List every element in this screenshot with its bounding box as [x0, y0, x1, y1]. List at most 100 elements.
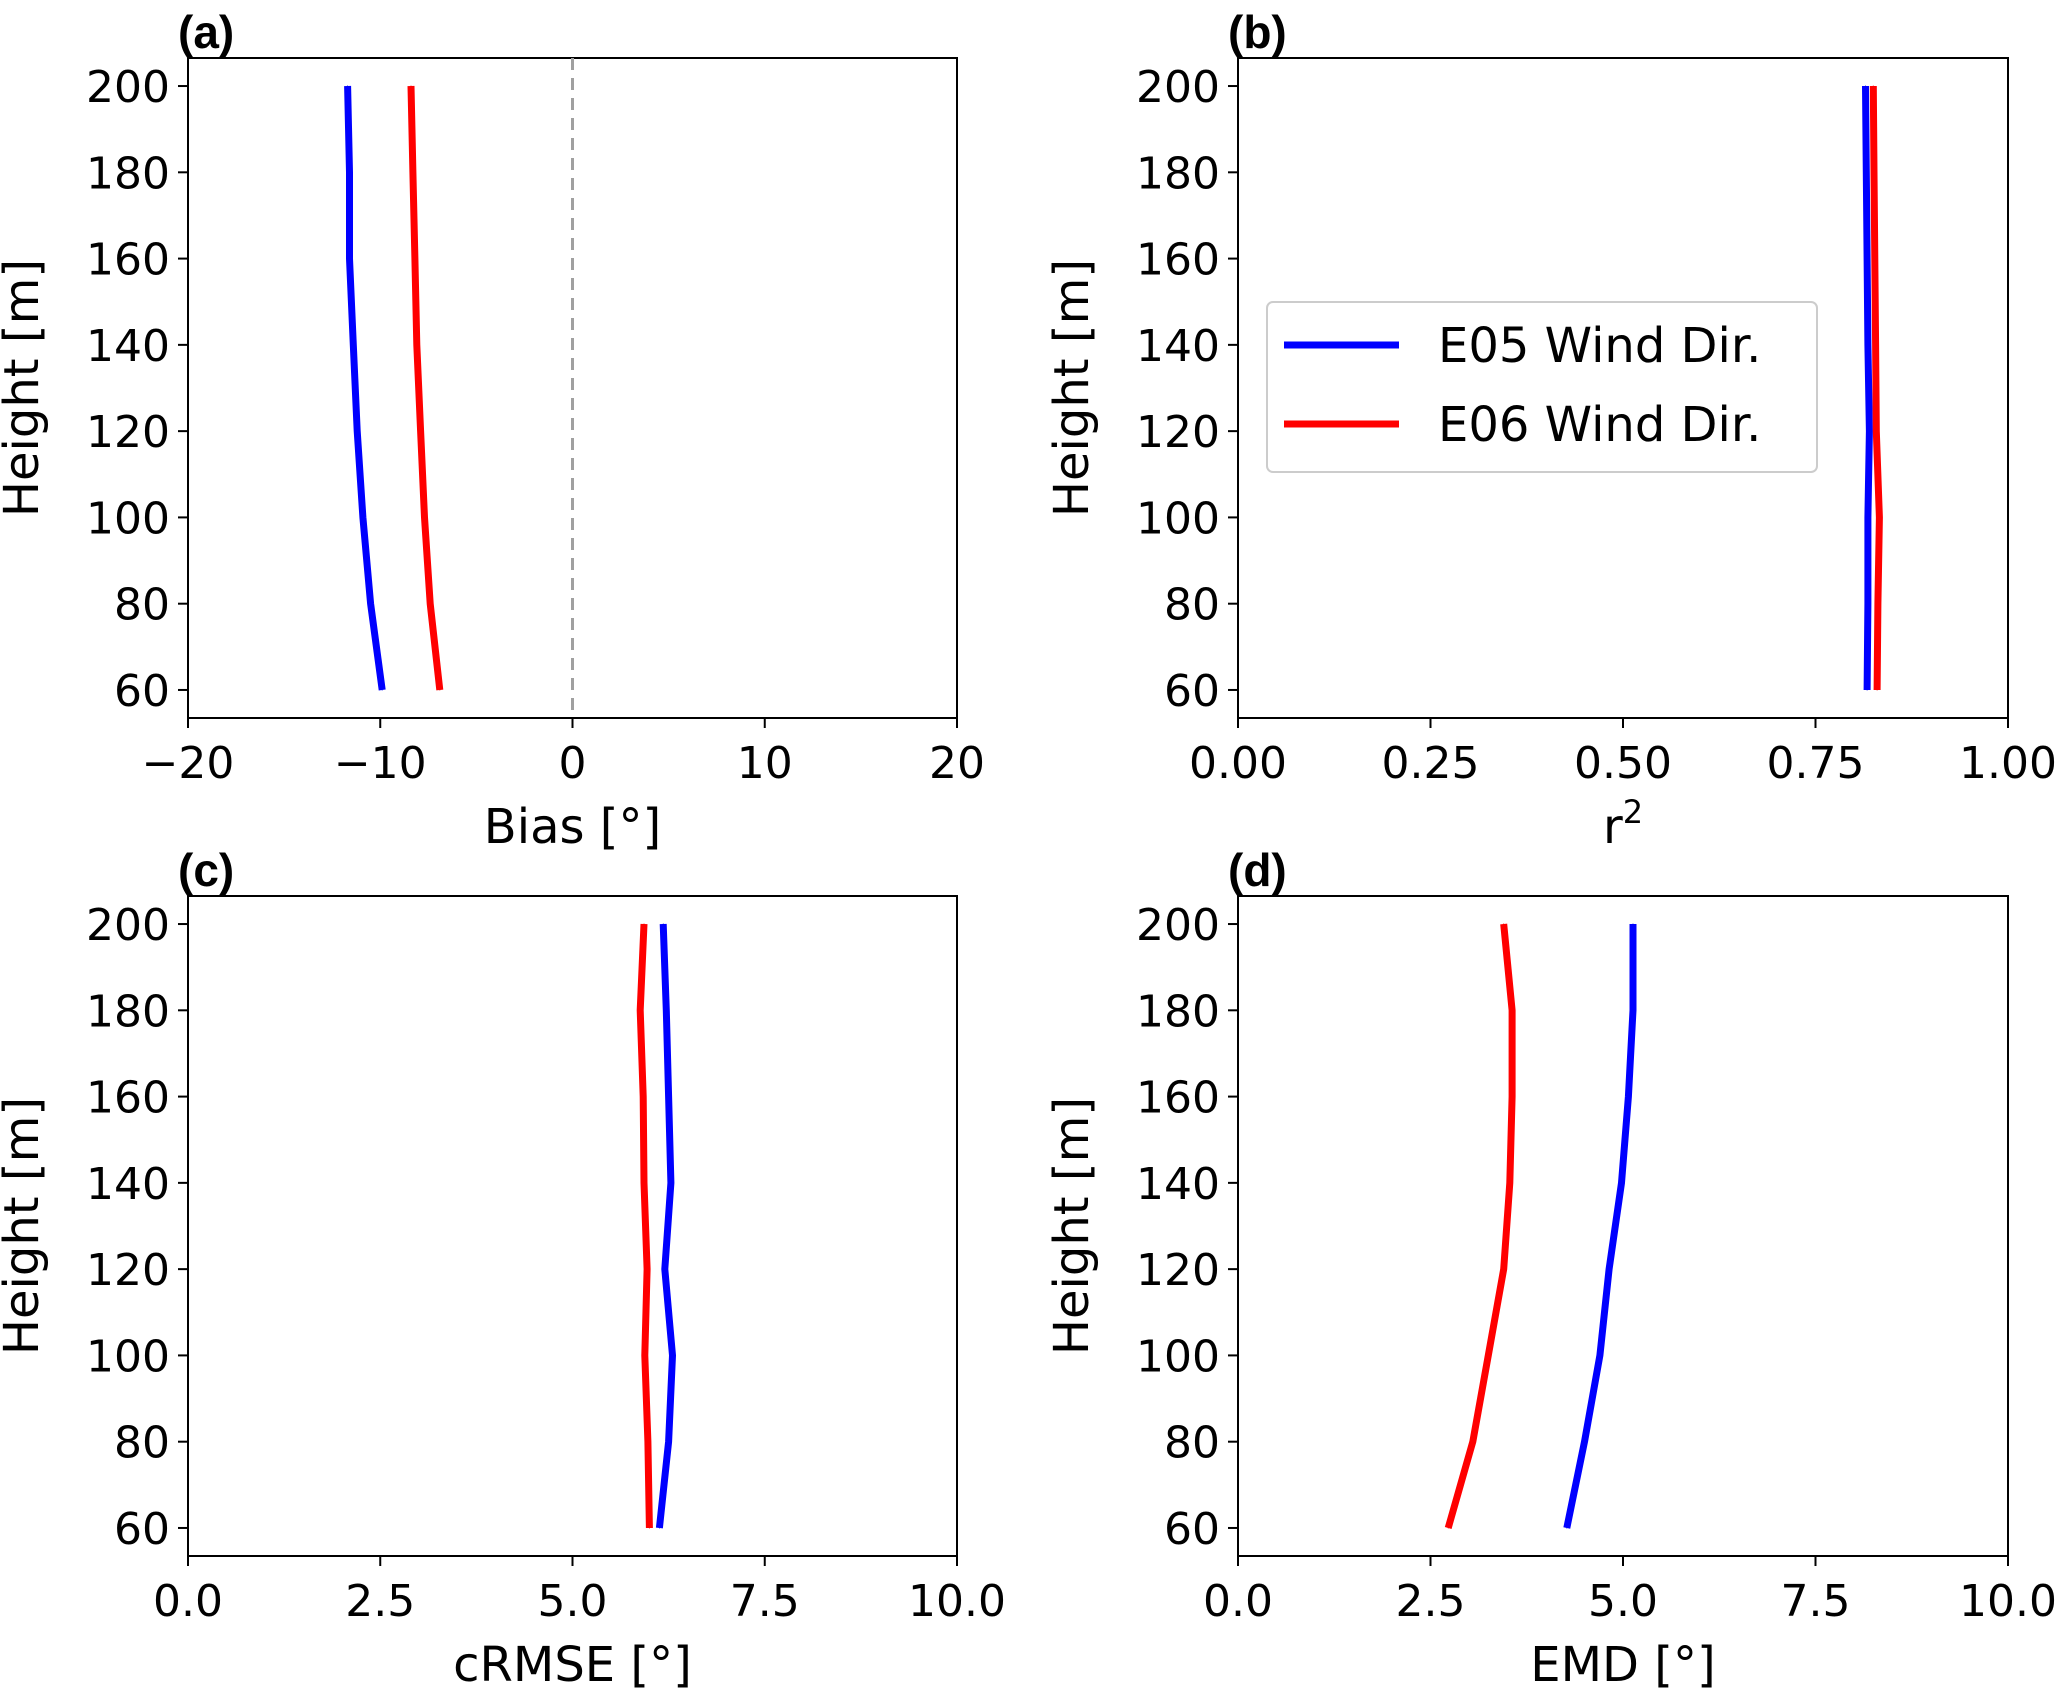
- series-line-e05: [655, 923, 676, 1529]
- data-point: [1877, 603, 1879, 605]
- data-point: [420, 430, 422, 432]
- y-tick-label: 200: [1136, 900, 1220, 951]
- y-tick-label: 120: [1136, 1245, 1220, 1296]
- data-point: [439, 689, 441, 691]
- y-tick-label: 100: [86, 493, 170, 544]
- data-point: [668, 1441, 670, 1443]
- data-point: [1867, 603, 1869, 605]
- y-tick-label: 160: [1136, 1073, 1220, 1124]
- y-tick-label: 60: [1164, 1504, 1220, 1555]
- data-point: [1868, 430, 1870, 432]
- data-point: [670, 1182, 672, 1184]
- y-tick-label: 160: [86, 1073, 170, 1124]
- data-point: [658, 1527, 660, 1529]
- data-point: [348, 171, 350, 173]
- data-point: [429, 603, 431, 605]
- data-point: [1866, 689, 1868, 691]
- data-point: [1511, 1096, 1513, 1098]
- data-point: [410, 85, 412, 87]
- series-line-e06: [636, 923, 653, 1529]
- data-point: [643, 1182, 645, 1184]
- x-tick-label: 0.75: [1767, 738, 1865, 789]
- y-axis-label: Height [m]: [1044, 259, 1100, 517]
- x-tick-label: 0.25: [1382, 738, 1480, 789]
- chart-panel-d: (d) 0.0 2.5 5.0 7.5 10.0 60 80 100 120 140 160 180 20…: [1044, 844, 2057, 1689]
- legend: E05 Wind Dir. E06 Wind Dir.: [1266, 301, 1818, 473]
- data-point: [1487, 1354, 1489, 1356]
- series-line-e06: [1869, 85, 1883, 691]
- data-point: [1472, 1441, 1474, 1443]
- legend-label: E05 Wind Dir.: [1438, 318, 1761, 374]
- y-tick-label: 120: [86, 407, 170, 458]
- data-point: [1608, 1268, 1610, 1270]
- data-point: [414, 258, 416, 260]
- data-point: [1447, 1527, 1449, 1529]
- data-point: [370, 603, 372, 605]
- data-point: [1503, 923, 1505, 925]
- data-point: [648, 1527, 650, 1529]
- y-tick-label: 60: [114, 1504, 170, 1555]
- data-point: [1599, 1354, 1601, 1356]
- x-tick-label: 10.0: [908, 1576, 1006, 1627]
- panel-label: (d): [1228, 844, 1287, 896]
- y-tick-label: 80: [114, 580, 170, 631]
- data-point: [1872, 85, 1874, 87]
- data-point: [1566, 1527, 1568, 1529]
- data-point: [1511, 1009, 1513, 1011]
- y-axis-label: Height [m]: [1044, 1097, 1100, 1355]
- data-point: [1865, 171, 1867, 173]
- x-tick-label: 5.0: [538, 1576, 608, 1627]
- y-tick-label: 80: [114, 1418, 170, 1469]
- data-point: [668, 1096, 670, 1098]
- data-point: [1876, 689, 1878, 691]
- data-point: [642, 1096, 644, 1098]
- x-tick-label: 0.50: [1574, 738, 1672, 789]
- chart-panel-c: (c) 0.0 2.5 5.0 7.5 10.0 60 80 100 120 140 160 180 20…: [0, 844, 1006, 1689]
- x-tick-label: 0: [559, 738, 587, 789]
- x-tick-label: 0.00: [1189, 738, 1287, 789]
- y-tick-label: 100: [86, 1331, 170, 1382]
- y-tick-label: 180: [1136, 986, 1220, 1037]
- data-point: [644, 1354, 646, 1356]
- data-point: [1878, 516, 1880, 518]
- x-tick-label: 2.5: [1396, 1576, 1466, 1627]
- y-tick-label: 100: [1136, 493, 1220, 544]
- y-tick-label: 160: [1136, 235, 1220, 286]
- data-point: [1875, 430, 1877, 432]
- y-tick-label: 140: [1136, 1159, 1220, 1210]
- series-line-e06: [1444, 923, 1516, 1529]
- data-point: [412, 171, 414, 173]
- x-axis-label: EMD [°]: [1530, 1637, 1715, 1689]
- data-point: [1509, 1182, 1511, 1184]
- y-tick-label: 120: [86, 1245, 170, 1296]
- x-axis-label: cRMSE [°]: [453, 1637, 692, 1689]
- data-point: [1875, 344, 1877, 346]
- series-line-e06: [407, 85, 444, 691]
- data-point: [671, 1354, 673, 1356]
- data-point: [347, 85, 349, 87]
- data-point: [1627, 1096, 1629, 1098]
- data-point: [362, 516, 364, 518]
- data-point: [348, 258, 350, 260]
- x-tick-label: −20: [142, 738, 235, 789]
- data-point: [1867, 344, 1869, 346]
- y-tick-label: 100: [1136, 1331, 1220, 1382]
- panel-label: (b): [1228, 6, 1287, 58]
- data-point: [1503, 1268, 1505, 1270]
- series-line-e05: [1563, 924, 1637, 1529]
- axes-frame: [1237, 895, 2009, 1557]
- y-tick-label: 160: [86, 235, 170, 286]
- data-point: [1865, 85, 1867, 87]
- chart-panel-a: (a) −20 −10 0 10 20 60 80 100 120 140 160 180 200 Bias…: [0, 6, 985, 855]
- x-axis-label-superscript: 2: [1623, 793, 1643, 831]
- series-line-e05: [1862, 85, 1873, 691]
- legend-frame: [1266, 301, 1818, 473]
- x-tick-label: 0.0: [153, 1576, 223, 1627]
- y-tick-label: 140: [86, 321, 170, 372]
- x-tick-label: 10: [737, 738, 793, 789]
- data-point: [647, 1441, 649, 1443]
- data-point: [1874, 258, 1876, 260]
- series-line-e05: [344, 85, 386, 691]
- data-point: [423, 516, 425, 518]
